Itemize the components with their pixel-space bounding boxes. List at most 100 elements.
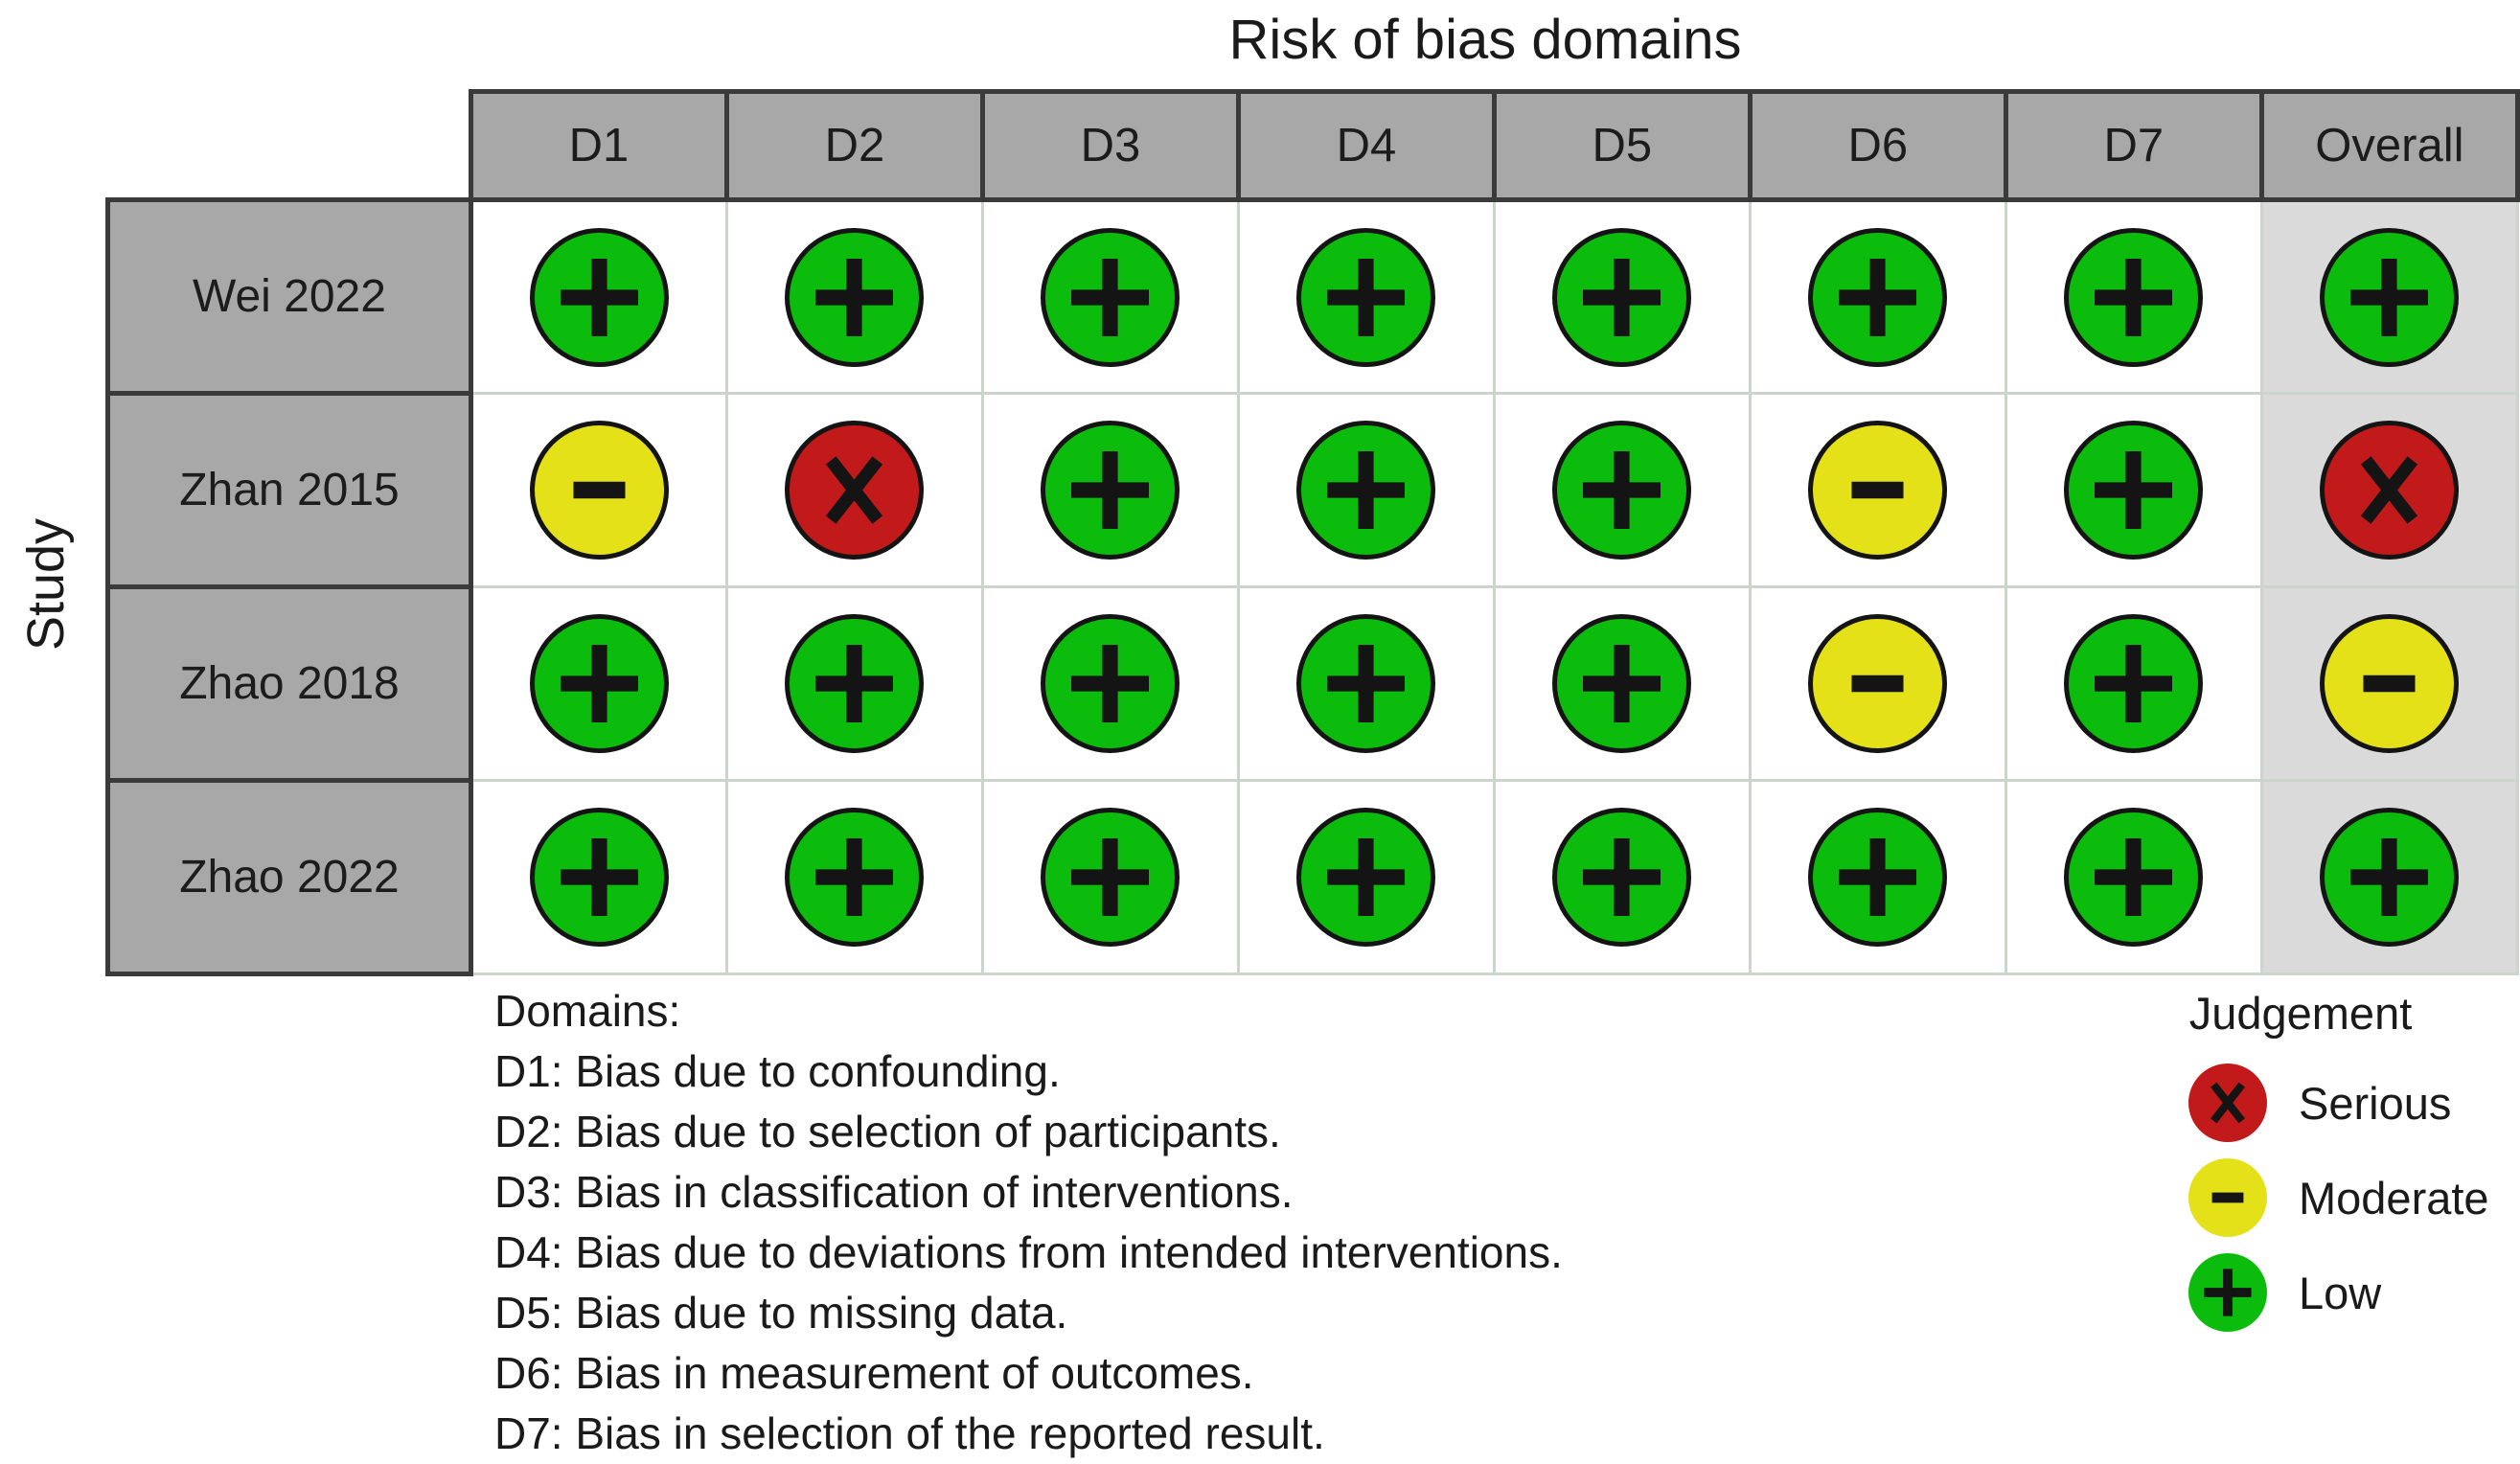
plus-icon <box>2095 645 2173 722</box>
judgement-circle <box>1552 614 1692 753</box>
judgement-cell <box>2004 198 2263 395</box>
plus-icon <box>1071 645 1150 722</box>
legend-item: Moderate <box>2188 1158 2489 1237</box>
x-icon <box>826 456 883 524</box>
plus-icon <box>560 645 638 722</box>
table-row: Zhao 2022 <box>105 778 2520 976</box>
judgement-circle <box>1552 808 1692 947</box>
judgement-cell <box>2004 392 2263 588</box>
legend-label: Low <box>2299 1267 2382 1318</box>
judgement-circle <box>1296 227 1436 367</box>
footnote-line: D6: Bias in measurement of outcomes. <box>494 1348 1254 1398</box>
legend-circle <box>2188 1064 2267 1142</box>
judgement-circle <box>2064 227 2204 367</box>
plus-icon <box>815 838 894 916</box>
judgement-cell <box>724 779 984 975</box>
study-axis-label: Study <box>17 517 75 652</box>
column-header-d7: D7 <box>2003 89 2264 202</box>
x-icon <box>2211 1082 2245 1124</box>
judgement-cell <box>469 585 728 782</box>
plus-icon <box>2095 258 2173 336</box>
legend-label: Serious <box>2299 1077 2452 1129</box>
judgement-circle <box>2320 614 2460 753</box>
judgement-cell <box>980 198 1240 395</box>
legend-item: Serious <box>2188 1064 2489 1142</box>
plus-icon <box>1071 451 1150 529</box>
judgement-circle <box>785 421 925 560</box>
column-header-d4: D4 <box>1235 89 1497 202</box>
footnote-line: D3: Bias in classification of interventi… <box>494 1167 1294 1217</box>
plus-icon <box>1071 258 1150 336</box>
judgement-circle <box>2320 808 2460 947</box>
judgement-cell <box>469 198 728 395</box>
plus-icon <box>815 258 894 336</box>
judgement-cell <box>469 392 728 588</box>
judgement-cell <box>1236 198 1496 395</box>
judgement-cell <box>2259 779 2520 975</box>
judgement-circle <box>1808 614 1948 753</box>
minus-icon <box>2211 1192 2244 1203</box>
table-body: Wei 2022 Zhan 2015 Zhao 2018 Zhao 2022 <box>105 197 2520 976</box>
plus-icon <box>1327 451 1406 529</box>
judgement-circle <box>785 808 925 947</box>
footnote-line: D1: Bias due to confounding. <box>494 1046 1061 1096</box>
plus-icon <box>1839 838 1917 916</box>
judgement-circle <box>1808 227 1948 367</box>
footnote-heading: Domains: <box>494 986 681 1036</box>
judgement-cell <box>1236 585 1496 782</box>
study-row-label: Zhan 2015 <box>105 391 473 589</box>
column-header-d3: D3 <box>979 89 1241 202</box>
judgement-circle <box>1296 421 1436 560</box>
judgement-circle <box>2064 614 2204 753</box>
footnote-line: D7: Bias in selection of the reported re… <box>494 1408 1325 1458</box>
judgement-circle <box>1808 421 1948 560</box>
study-row-label: Zhao 2018 <box>105 584 473 783</box>
legend-circle <box>2188 1253 2267 1332</box>
column-header-overall: Overall <box>2258 89 2520 202</box>
plus-icon <box>1583 645 1661 722</box>
judgement-cell <box>2259 392 2520 588</box>
judgement-circle <box>1041 614 1180 753</box>
legend-label: Moderate <box>2299 1172 2489 1224</box>
legend: Serious Moderate Low <box>2188 1064 2489 1332</box>
judgement-cell <box>1492 198 1752 395</box>
judgement-cell <box>1492 585 1752 782</box>
judgement-circle <box>1296 614 1436 753</box>
plus-icon <box>1327 645 1406 722</box>
judgement-cell <box>2259 198 2520 395</box>
plus-icon <box>560 838 638 916</box>
judgement-circle <box>529 614 669 753</box>
domains-footnote: Domains: D1: Bias due to confounding. D2:… <box>494 981 1563 1464</box>
header-row: D1 D2 D3 D4 D5 D6 D7 Overall <box>108 89 2520 202</box>
judgement-circle <box>1808 808 1948 947</box>
judgement-cell <box>1236 392 1496 588</box>
plus-icon <box>1583 258 1661 336</box>
corner-spacer <box>108 92 471 200</box>
table-row: Wei 2022 <box>105 197 2520 396</box>
minus-icon <box>1851 481 1904 499</box>
judgement-cell <box>1748 392 2007 588</box>
judgement-cell <box>469 779 728 975</box>
footnote-line: D5: Bias due to missing data. <box>494 1288 1068 1338</box>
judgement-cell <box>1492 779 1752 975</box>
legend-title: Judgement <box>2188 988 2413 1039</box>
judgement-cell <box>1748 779 2007 975</box>
column-header-d1: D1 <box>468 89 729 202</box>
plus-icon <box>2350 838 2429 916</box>
plus-icon <box>1839 258 1917 336</box>
judgement-circle <box>2320 421 2460 560</box>
judgement-circle <box>529 421 669 560</box>
judgement-circle <box>785 227 925 367</box>
plus-icon <box>1071 838 1150 916</box>
judgement-cell <box>1748 585 2007 782</box>
table-row: Zhao 2018 <box>105 584 2520 783</box>
judgement-circle <box>2064 808 2204 947</box>
plus-icon <box>2095 451 2173 529</box>
column-header-d2: D2 <box>723 89 985 202</box>
judgement-cell <box>980 779 1240 975</box>
figure-title: Risk of bias domains <box>1228 9 1742 71</box>
plus-icon <box>2095 838 2173 916</box>
risk-of-bias-table: D1 D2 D3 D4 D5 D6 D7 Overall Wei 2022 Zhan 2015 Z… <box>105 89 2520 976</box>
plus-icon <box>2204 1269 2252 1316</box>
judgement-cell <box>980 392 1240 588</box>
